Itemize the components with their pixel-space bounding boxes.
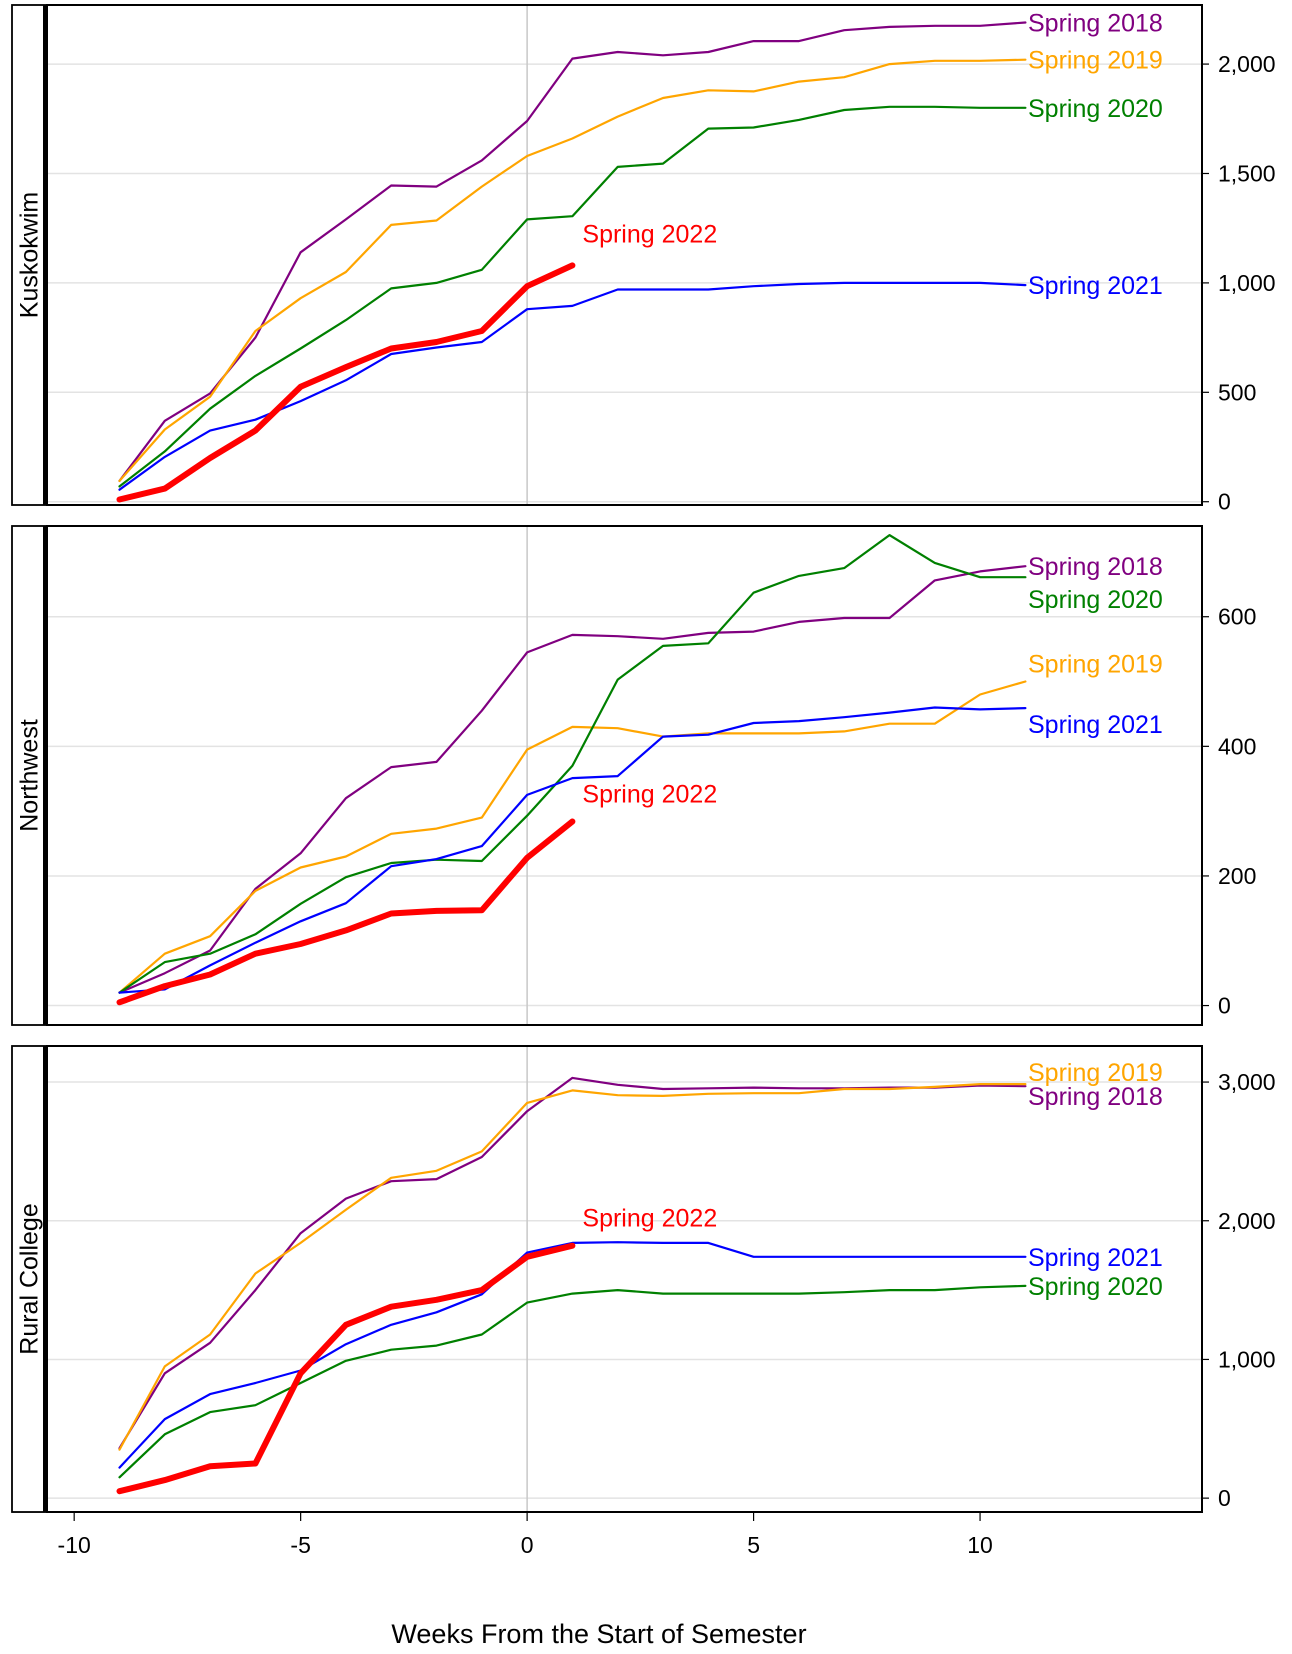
strip-box bbox=[11, 4, 48, 506]
series-line-spring-2020 bbox=[118, 533, 1027, 994]
series-label: Spring 2019 bbox=[1028, 651, 1163, 679]
series-label: Spring 2019 bbox=[1028, 47, 1163, 75]
series-line-spring-2018 bbox=[118, 21, 1027, 482]
series-label: Spring 2020 bbox=[1028, 1273, 1163, 1301]
series-label: Spring 2020 bbox=[1028, 95, 1163, 123]
panel-label: Rural College bbox=[16, 1203, 44, 1354]
series-label: Spring 2022 bbox=[582, 220, 717, 248]
series-line-spring-2019 bbox=[118, 58, 1027, 482]
y-tick-label: 2,000 bbox=[1218, 51, 1276, 77]
series-label: Spring 2021 bbox=[1028, 272, 1163, 300]
y-tick-label: 600 bbox=[1218, 604, 1256, 630]
y-tick-label: 1,000 bbox=[1218, 270, 1276, 296]
y-tick-label: 1,500 bbox=[1218, 160, 1276, 186]
series-line-spring-2019 bbox=[118, 1082, 1027, 1451]
plot-area bbox=[47, 5, 1202, 505]
series-label: Spring 2018 bbox=[1028, 10, 1163, 38]
plot-area bbox=[47, 1046, 1202, 1512]
panel-kuskokwim: 0 500 1,000 1,500 2,000 Spring 2018 Spring 201… bbox=[11, 4, 1276, 515]
series-label: Spring 2021 bbox=[1028, 711, 1163, 739]
y-tick-label: 3,000 bbox=[1218, 1069, 1276, 1095]
series-label: Spring 2018 bbox=[1028, 1083, 1163, 1111]
series-line-spring-2021 bbox=[118, 706, 1027, 994]
y-tick-label: 400 bbox=[1218, 733, 1256, 759]
series-label: Spring 2018 bbox=[1028, 553, 1163, 581]
x-tick-label: -5 bbox=[290, 1532, 310, 1558]
x-tick-label: 5 bbox=[747, 1532, 760, 1558]
series-label: Spring 2019 bbox=[1028, 1059, 1163, 1087]
x-axis-label: Weeks From the Start of Semester bbox=[391, 1619, 806, 1649]
series-label: Spring 2020 bbox=[1028, 586, 1163, 614]
y-tick-label: 0 bbox=[1218, 993, 1231, 1019]
y-tick-label: 200 bbox=[1218, 863, 1256, 889]
x-tick-label: 0 bbox=[521, 1532, 534, 1558]
series-line-spring-2022 bbox=[116, 262, 576, 503]
series-line-spring-2018 bbox=[118, 1076, 1027, 1450]
series-line-spring-2020 bbox=[118, 1284, 1027, 1479]
y-tick-label: 0 bbox=[1218, 489, 1231, 515]
x-tick-label: 10 bbox=[967, 1532, 993, 1558]
y-tick-label: 500 bbox=[1218, 379, 1256, 405]
series-label: Spring 2022 bbox=[582, 1205, 717, 1233]
x-axis: -10 -5 0 5 10 Weeks From the Start of Semest… bbox=[12, 1511, 1202, 1649]
series-line-spring-2019 bbox=[118, 680, 1027, 994]
panel-label: Northwest bbox=[16, 719, 44, 832]
strip-box bbox=[11, 1045, 48, 1513]
panel-label: Kuskokwim bbox=[16, 192, 44, 318]
series-line-spring-2022 bbox=[116, 818, 576, 1006]
x-ticks: -10 -5 0 5 10 bbox=[58, 1512, 993, 1558]
panel-northwest: 0 200 400 600 Spring 2018 Spring 2019 Spring 2… bbox=[11, 525, 1256, 1026]
y-tick-label: 2,000 bbox=[1218, 1208, 1276, 1234]
series-label: Spring 2022 bbox=[582, 781, 717, 809]
x-tick-label: -10 bbox=[58, 1532, 91, 1558]
series-line-spring-2022 bbox=[116, 1242, 576, 1495]
series-line-spring-2018 bbox=[118, 565, 1027, 994]
strip-box bbox=[11, 525, 48, 1026]
y-tick-label: 1,000 bbox=[1218, 1346, 1276, 1372]
series-line-spring-2020 bbox=[118, 105, 1027, 488]
y-tick-label: 0 bbox=[1218, 1485, 1231, 1511]
series-label: Spring 2021 bbox=[1028, 1244, 1163, 1272]
